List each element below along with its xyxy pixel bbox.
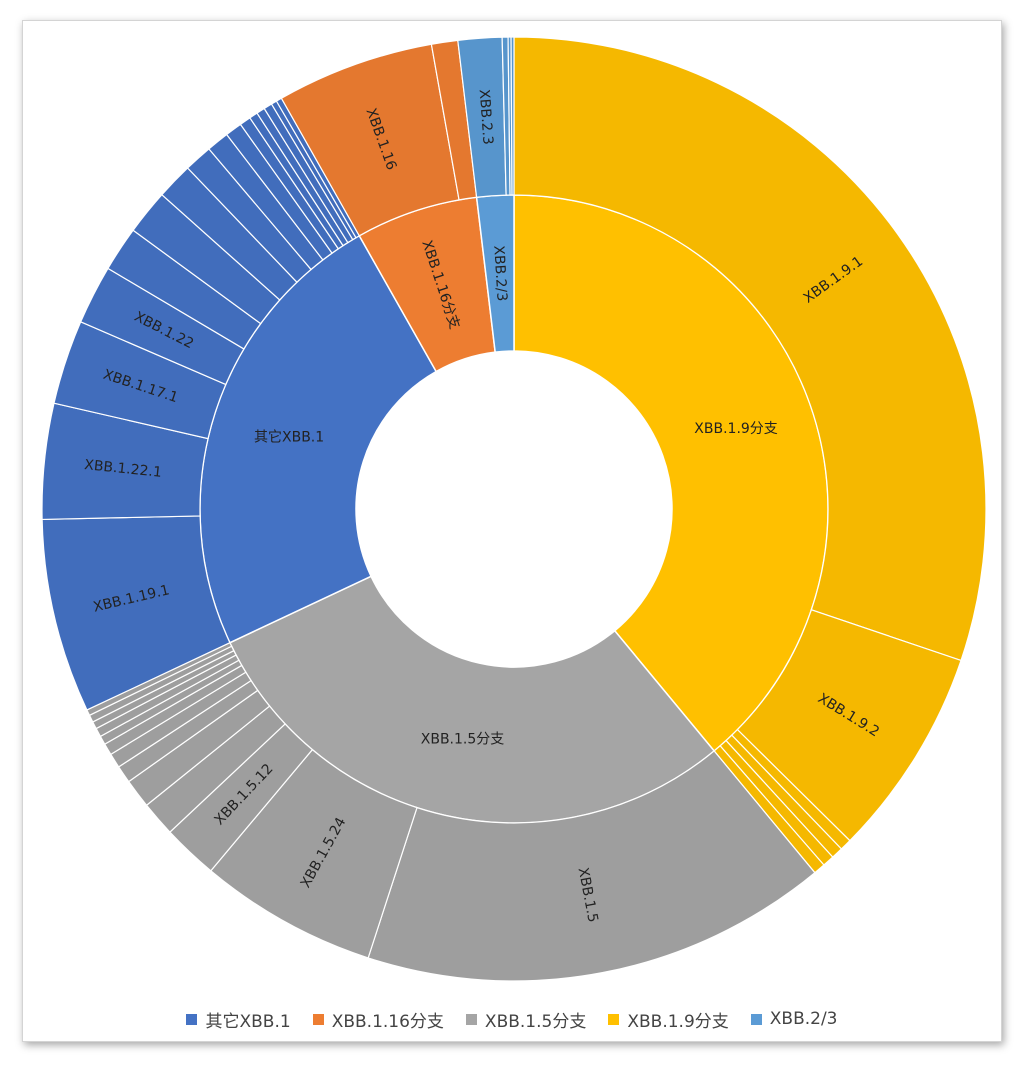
legend-swatch (750, 1013, 762, 1025)
legend-label: XBB.1.16分支 (331, 1011, 444, 1032)
outer-segment-xbb-1-9-1 (513, 36, 987, 662)
inner-label-xbb-1: 其它XBB.1 (254, 428, 324, 445)
legend-swatch (465, 1013, 477, 1025)
inner-label-xbb-1-5: XBB.1.5分支 (421, 731, 505, 747)
legend-label: 其它XBB.1 (205, 1011, 291, 1032)
outer-segment-minor-40 (510, 36, 515, 196)
outer-label-xbb-1-22-1: XBB.1.22.1 (84, 457, 163, 481)
inner-label-xbb-2-3: XBB.2/3 (490, 245, 509, 302)
legend-label: XBB.2/3 (769, 1009, 838, 1029)
outer-segment-xbb-1-5 (367, 750, 816, 982)
legend-swatch (186, 1013, 198, 1025)
legend-label: XBB.1.9分支 (627, 1011, 729, 1032)
inner-label-xbb-1-9: XBB.1.9分支 (694, 421, 778, 437)
outer-ring (41, 36, 987, 982)
legend-item: XBB.1.5分支 (465, 1007, 587, 1032)
legend-label: XBB.1.5分支 (484, 1011, 587, 1032)
legend-item: XBB.1.16分支 (312, 1007, 444, 1032)
outer-label-xbb-2-3: XBB.2.3 (476, 89, 496, 146)
chart-legend: 其它XBB.1 XBB.1.16分支 XBB.1.5分支 XBB.1.9分支 XBB.2… (0, 1004, 1024, 1034)
legend-swatch (312, 1013, 324, 1025)
inner-ring (199, 194, 829, 824)
legend-swatch (608, 1013, 620, 1025)
legend-item: 其它XBB.1 (186, 1007, 291, 1032)
legend-item: XBB.2/3 (750, 1009, 838, 1029)
legend-item: XBB.1.9分支 (608, 1007, 729, 1032)
